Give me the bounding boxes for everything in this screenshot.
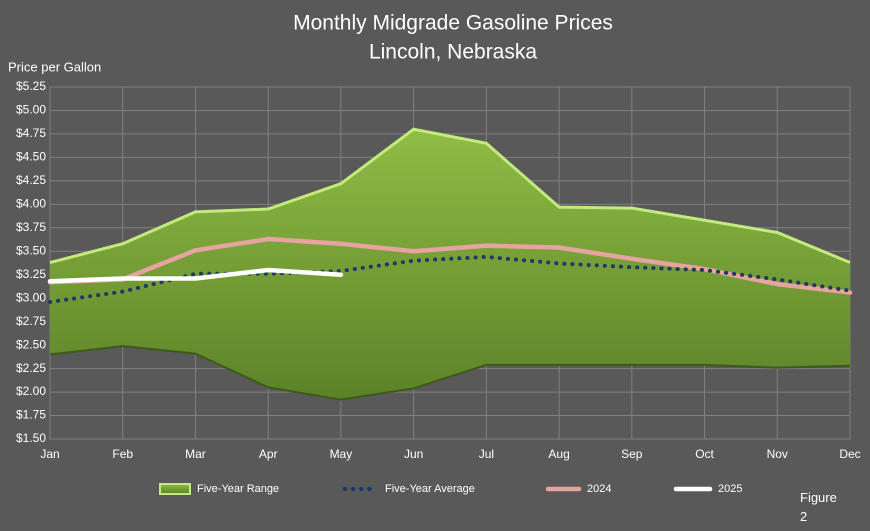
x-tick-label: Jul bbox=[479, 447, 494, 461]
range-area bbox=[50, 129, 850, 400]
y-axis-label: Price per Gallon bbox=[8, 59, 101, 74]
annotation: Figure 2 bbox=[800, 490, 837, 524]
legend-label: Five-Year Range bbox=[197, 483, 279, 495]
x-tick-label: Jun bbox=[404, 447, 423, 461]
x-tick-label: Mar bbox=[185, 447, 206, 461]
x-tick-label: Aug bbox=[548, 447, 569, 461]
x-tick-label: Feb bbox=[112, 447, 133, 461]
y-tick-label: $3.75 bbox=[16, 220, 46, 234]
x-tick-label: Nov bbox=[767, 447, 788, 461]
chart-subtitle: Lincoln, Nebraska bbox=[369, 41, 537, 64]
chart-title: Monthly Midgrade Gasoline Prices bbox=[293, 12, 613, 35]
x-tick-label: Sep bbox=[621, 447, 643, 461]
x-tick-label: Apr bbox=[259, 447, 278, 461]
y-tick-label: $2.75 bbox=[16, 314, 46, 328]
y-tick-label: $3.00 bbox=[16, 290, 46, 304]
x-tick-label: Oct bbox=[695, 447, 714, 461]
y-tick-label: $1.50 bbox=[16, 431, 46, 445]
y-tick-label: $4.50 bbox=[16, 150, 46, 164]
range-upper-edge bbox=[49, 127, 851, 264]
y-tick-label: $1.75 bbox=[16, 408, 46, 422]
x-tick-label: Dec bbox=[839, 447, 860, 461]
legend-label: 2025 bbox=[718, 483, 742, 495]
y-tick-label: $2.00 bbox=[16, 384, 46, 398]
legend-label: 2024 bbox=[587, 483, 611, 495]
y-tick-label: $2.25 bbox=[16, 361, 46, 375]
y-tick-label: $3.25 bbox=[16, 267, 46, 281]
y-tick-label: $2.50 bbox=[16, 337, 46, 351]
x-tick-label: Jan bbox=[40, 447, 59, 461]
y-tick-label: $5.25 bbox=[16, 79, 46, 93]
y-tick-label: $3.50 bbox=[16, 243, 46, 257]
range-lower-edge bbox=[49, 345, 851, 401]
y-tick-label: $4.00 bbox=[16, 197, 46, 211]
series-line bbox=[47, 267, 344, 284]
legend-label: Five-Year Average bbox=[385, 483, 475, 495]
y-tick-label: $5.00 bbox=[16, 103, 46, 117]
y-tick-label: $4.75 bbox=[16, 126, 46, 140]
legend-swatch bbox=[159, 483, 191, 495]
x-tick-label: May bbox=[330, 447, 353, 461]
y-tick-label: $4.25 bbox=[16, 173, 46, 187]
